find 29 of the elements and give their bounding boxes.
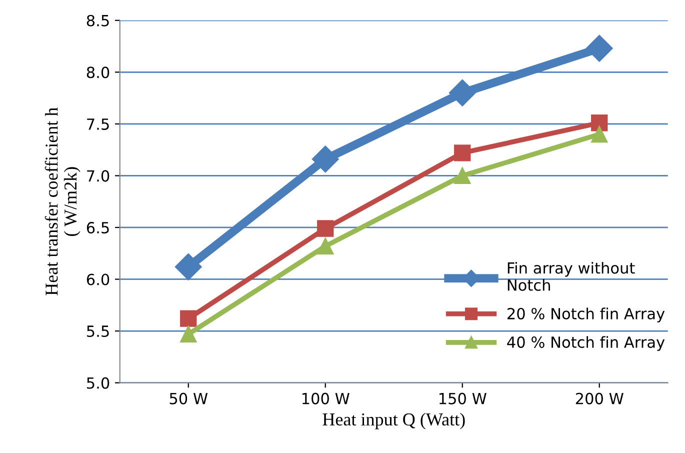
- y-tick-label: 6.5: [86, 222, 109, 234]
- point: [312, 146, 339, 173]
- y-tick-label: 5.5: [87, 326, 109, 338]
- point: [317, 220, 334, 237]
- x-tick-label: 150 W: [439, 392, 486, 404]
- point: [454, 144, 471, 162]
- point: [317, 238, 334, 254]
- point: [174, 253, 202, 280]
- legend-label: 20 % Notch fin Array: [508, 308, 665, 322]
- point: [454, 167, 471, 184]
- y-tick-label: 7.0: [87, 170, 110, 182]
- y-tick-label: 6.0: [86, 274, 110, 286]
- point: [448, 79, 476, 106]
- x-tick-label: 50 W: [170, 392, 208, 404]
- y-axis-title: Heat transfer coefficient h ( W/m2k): [44, 107, 80, 296]
- point: [180, 326, 197, 342]
- x-tick-label: 100 W: [302, 392, 350, 404]
- y-tick-label: 8.5: [86, 14, 109, 26]
- point: [180, 310, 197, 327]
- legend-label: 40 % Notch fin Array: [507, 336, 665, 351]
- point: [591, 126, 608, 143]
- y-tick-label: 5.0: [87, 377, 110, 389]
- x-tick-label: 200 W: [576, 392, 624, 404]
- point: [586, 34, 613, 62]
- y-tick-label: 8.0: [86, 66, 110, 78]
- y-tick-label: 7.5: [87, 118, 109, 130]
- point: [591, 114, 608, 132]
- legend-label: Fin array without Notch: [508, 262, 635, 291]
- x-axis-title: Heat input Q (Watt): [322, 412, 465, 430]
